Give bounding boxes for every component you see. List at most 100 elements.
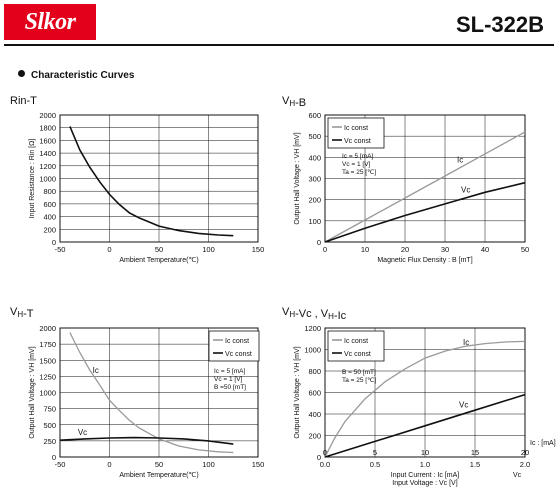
x-tick-label: 30 bbox=[441, 245, 449, 254]
x-tick-label-current: 20 bbox=[521, 448, 529, 457]
x-tick-label: 0 bbox=[107, 460, 111, 469]
y-tick-label: 600 bbox=[43, 200, 56, 209]
chart-title: VH-Vc , VH-Ic bbox=[282, 306, 347, 322]
x-tick-label: 150 bbox=[252, 245, 265, 254]
y-tick-label: 2000 bbox=[39, 324, 56, 333]
y-tick-label: 500 bbox=[43, 421, 56, 430]
y-tick-label: 1000 bbox=[39, 389, 56, 398]
y-tick-label: 800 bbox=[308, 367, 321, 376]
y-tick-label: 1500 bbox=[39, 356, 56, 365]
series-line-vc-const bbox=[324, 181, 526, 243]
x-tick-label: 0.0 bbox=[320, 460, 330, 469]
legend-box bbox=[327, 117, 385, 149]
y-tick-label: 400 bbox=[308, 153, 321, 162]
test-condition: Vc = 1 [V] bbox=[342, 161, 371, 168]
x-tick-label: 1.5 bbox=[470, 460, 480, 469]
legend: Ic const Vc const bbox=[327, 117, 385, 149]
logo-text: Slkor bbox=[24, 9, 76, 35]
test-condition: B = 50 [mT] bbox=[342, 369, 376, 376]
y-tick-label: 400 bbox=[43, 213, 56, 222]
x-tick-label: 0 bbox=[323, 245, 327, 254]
y-tick-label: 0 bbox=[52, 453, 56, 462]
chart-vh-vc-ic: 0.000.551.0101.5152.02002004006008001000… bbox=[294, 324, 556, 487]
y-tick-label: 1250 bbox=[39, 372, 56, 381]
y-tick-label: 1000 bbox=[39, 175, 56, 184]
y-tick-label: 0 bbox=[317, 238, 321, 247]
brand-logo: Slkor bbox=[4, 4, 96, 40]
legend-entry: Vc const bbox=[344, 138, 371, 145]
series-line-vc-const bbox=[59, 436, 234, 445]
series-label: Ic bbox=[463, 338, 469, 347]
legend-entry: Ic const bbox=[344, 338, 368, 345]
x-axis-unit-label-secondary: Vc bbox=[513, 472, 522, 479]
series-line-rin bbox=[69, 126, 234, 237]
series-label: Vc bbox=[78, 428, 87, 437]
x-tick-label-current: 5 bbox=[373, 448, 377, 457]
x-tick-label-current: 0 bbox=[323, 448, 327, 457]
x-tick-label: 10 bbox=[361, 245, 369, 254]
x-tick-label-current: 10 bbox=[421, 448, 429, 457]
series-label: Vc bbox=[459, 401, 468, 410]
series-label: Ic bbox=[93, 366, 99, 375]
y-tick-label: 200 bbox=[308, 196, 321, 205]
y-tick-label: 750 bbox=[43, 405, 56, 414]
x-tick-label: 20 bbox=[401, 245, 409, 254]
series-label: Ic bbox=[457, 156, 463, 165]
y-tick-label: 1000 bbox=[304, 346, 321, 355]
x-tick-label: -50 bbox=[55, 460, 66, 469]
y-tick-label: 1400 bbox=[39, 149, 56, 158]
y-tick-label: 600 bbox=[308, 389, 321, 398]
y-tick-label: 2000 bbox=[39, 111, 56, 120]
bullet-icon bbox=[18, 70, 25, 77]
legend-box bbox=[208, 330, 260, 362]
x-axis-label: Ambient Temperature(℃) bbox=[119, 257, 198, 264]
chart-vh-t: -50 0 50 100 1500250500750100012501500175020… bbox=[29, 324, 264, 479]
x-tick-label: 40 bbox=[481, 245, 489, 254]
test-condition: B =50 [mT] bbox=[214, 384, 246, 391]
x-tick-label: 50 bbox=[155, 460, 163, 469]
chart-title: VH-T bbox=[10, 306, 34, 320]
y-tick-label: 1800 bbox=[39, 124, 56, 133]
legend-entry: Vc const bbox=[344, 351, 371, 358]
header-divider bbox=[4, 44, 554, 46]
y-axis-label: Output Hall Voltage : VH [mV] bbox=[294, 346, 301, 438]
section-heading: Characteristic Curves bbox=[18, 70, 134, 81]
series-line-ic-const bbox=[69, 332, 234, 454]
x-tick-label: 1.0 bbox=[420, 460, 430, 469]
series-line-ic-const bbox=[324, 131, 526, 243]
y-tick-label: 300 bbox=[308, 175, 321, 184]
x-tick-label: 150 bbox=[252, 460, 265, 469]
chart-title: Rin-T bbox=[10, 95, 37, 107]
test-condition: Ta = 25 [℃] bbox=[342, 169, 376, 176]
chart-rin-t: -50 0 50 100 1500200400600800100012001400160… bbox=[29, 111, 264, 264]
x-tick-label: 50 bbox=[155, 245, 163, 254]
y-tick-label: 0 bbox=[317, 453, 321, 462]
y-tick-label: 1600 bbox=[39, 136, 56, 145]
x-axis-label: Input Current : Ic [mA] bbox=[391, 472, 460, 479]
y-tick-label: 100 bbox=[308, 217, 321, 226]
y-axis-label: Input Resistance : Rin [Ω] bbox=[29, 139, 36, 219]
x-tick-label: 50 bbox=[521, 245, 529, 254]
test-condition: Vc = 1 [V] bbox=[214, 376, 243, 383]
x-tick-label: 2.0 bbox=[520, 460, 530, 469]
y-tick-label: 800 bbox=[43, 187, 56, 196]
test-condition: Ta = 25 [℃] bbox=[342, 377, 376, 384]
y-tick-label: 0 bbox=[52, 238, 56, 247]
x-tick-label: -50 bbox=[55, 245, 66, 254]
x-tick-label: 0 bbox=[107, 245, 111, 254]
y-tick-label: 400 bbox=[308, 410, 321, 419]
legend-entry: Ic const bbox=[225, 338, 249, 345]
x-tick-label: 0.5 bbox=[370, 460, 380, 469]
series-line-ic-const bbox=[324, 340, 526, 458]
legend-box bbox=[327, 330, 385, 362]
x-axis-unit-label: Ic : [mA] bbox=[530, 440, 556, 447]
chart-title: VH-B bbox=[282, 95, 306, 109]
y-tick-label: 200 bbox=[43, 225, 56, 234]
series-label: Vc bbox=[461, 185, 470, 194]
y-axis-label: Output Hall Voltage : VH [mV] bbox=[29, 346, 36, 438]
y-tick-label: 200 bbox=[308, 432, 321, 441]
legend-entry: Ic const bbox=[344, 125, 368, 132]
test-condition: Ic = 5 [mA] bbox=[342, 153, 373, 160]
